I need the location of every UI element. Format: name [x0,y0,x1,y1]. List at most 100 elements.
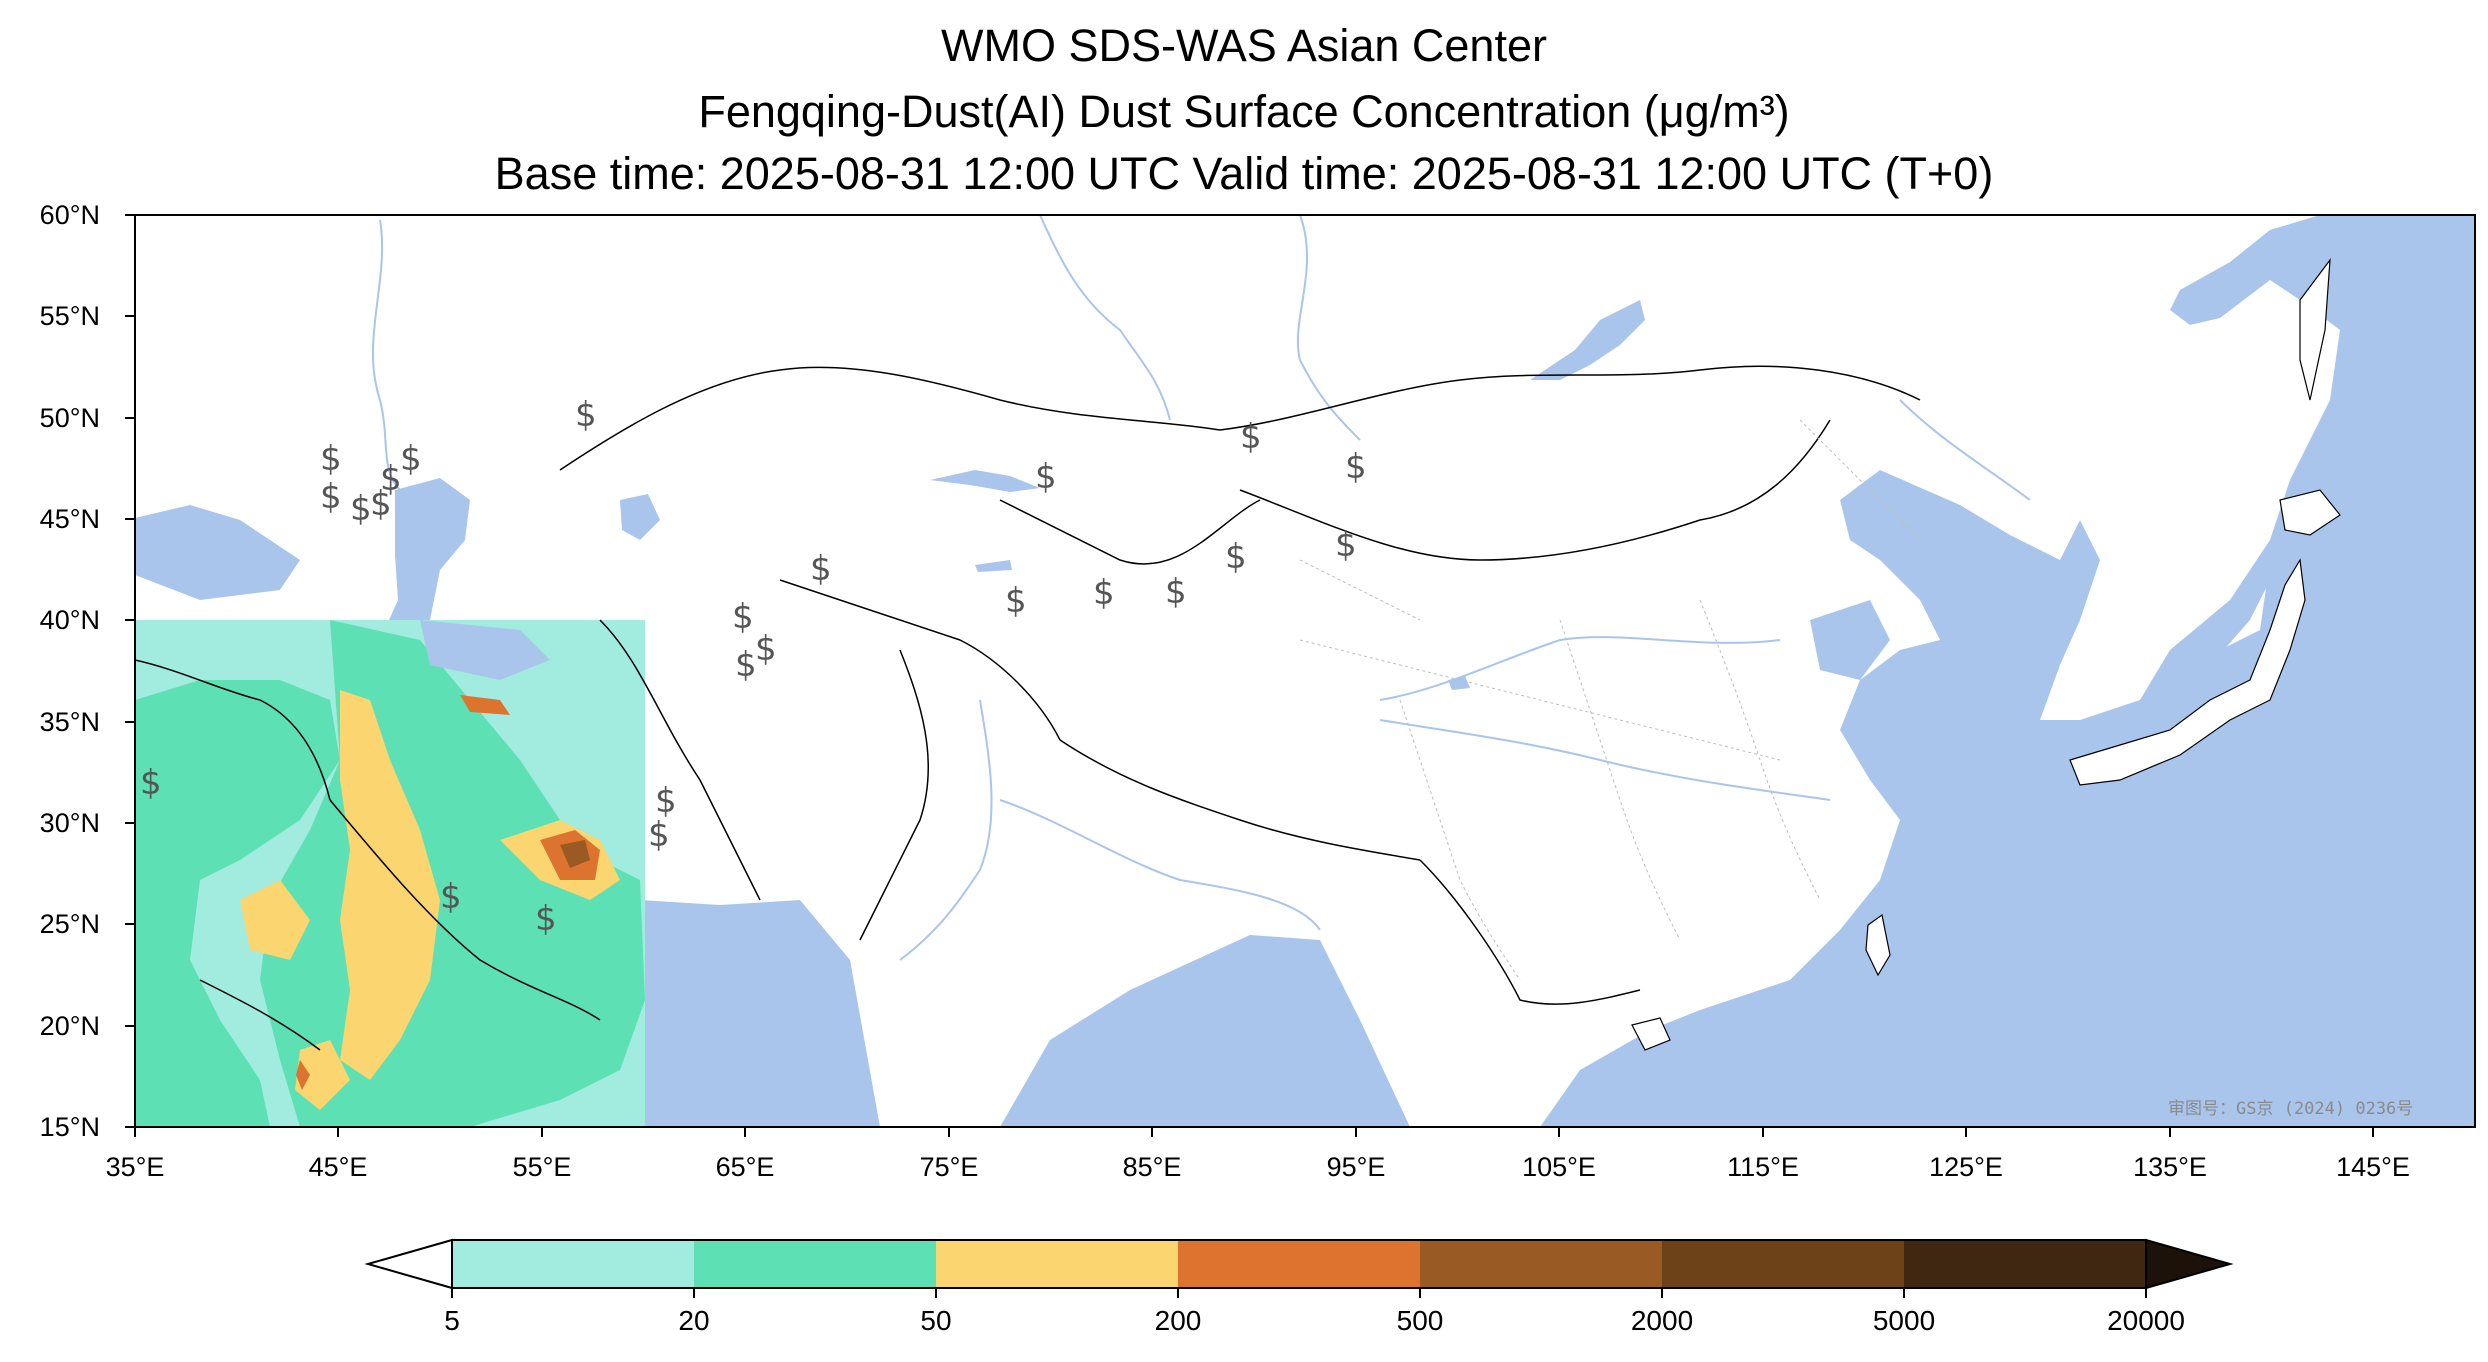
aral-sea [620,494,660,540]
lon-label: 85°E [1122,1152,1182,1182]
province-line-1 [1299,639,1781,761]
bay-of-bengal [1000,935,1410,1127]
obs-marker: $ [1005,581,1027,621]
lat-label: 45°N [39,504,100,534]
border-himalaya [1059,739,1421,861]
border-yemen [199,979,321,1051]
lat-label: 40°N [39,605,100,635]
lon-label: 35°E [105,1152,165,1182]
obs-marker: $ [350,489,372,529]
colorbar-label: 5 [444,1305,460,1336]
border-kazakhstan-russia [559,366,1221,471]
obs-marker: $ [370,484,392,524]
lon-label: 45°E [308,1152,368,1182]
river-yangtze [1379,719,1831,801]
border-russia-mongolia-china [1219,365,1921,431]
border-iran-afghanistan [599,619,761,901]
lat-label: 60°N [39,200,100,230]
black-sea [135,505,300,600]
colorbar-frame [451,1239,2147,1289]
japan-hokkaido [2279,489,2341,536]
border-saudi-arabia [329,799,601,1021]
river-ob [1039,215,1171,421]
lon-label: 55°E [512,1152,572,1182]
colorbar-segment-200-500 [1178,1240,1420,1288]
dust-level-50-nefud [240,880,310,960]
lake-baikal [1530,300,1645,380]
obs-marker: $ [1335,525,1357,565]
obs-marker: $ [1225,537,1247,577]
lat-label: 55°N [39,301,100,331]
lon-label: 95°E [1326,1152,1386,1182]
obs-marker: $ [320,477,342,517]
hainan [1631,1017,1671,1051]
dust-level-500-iran [560,840,590,868]
colorbar-segment-20-50 [694,1240,936,1288]
obs-marker: $ [755,629,777,669]
obs-marker: $ [1035,457,1057,497]
colorbar-over-triangle [2145,1238,2234,1290]
river-yenisei [1296,215,1361,441]
dust-field [135,620,645,1127]
obs-marker: $ [648,815,670,855]
obs-marker: $ [440,877,462,917]
border-southeast-asia [1419,859,1641,1005]
obs-marker: $ [1093,573,1115,613]
japan-honshu [2069,558,2306,786]
border-turkey-iraq [135,659,331,801]
border-china-kazakhstan [999,499,1261,565]
colorbar-label: 50 [920,1305,952,1336]
province-line-3 [1559,619,1681,941]
colorbar-segment-5-20 [452,1240,694,1288]
lat-label: 15°N [39,1112,100,1142]
province-line-4 [1699,599,1821,901]
axis-ticks [125,214,2374,1137]
obs-marker: $ [535,899,557,939]
lake-issyk-kul [975,560,1012,572]
lon-label: 75°E [919,1152,979,1182]
obs-marker: $ [655,781,677,821]
colorbar-segment-2000-5000 [1662,1240,1904,1288]
title-line-3: Base time: 2025-08-31 12:00 UTC Valid ti… [494,148,1994,199]
obs-marker: $ [1345,447,1367,487]
province-line-6 [1299,559,1421,621]
map-approval-number: 审图号：GS京 (2024) 0236号 [2168,1099,2414,1119]
obs-marker: $ [735,645,757,685]
map-layers: $ $ $ $ $ $ $ $ $ $ $ $ $ $ $ $ $ $ $ $ … [135,215,2475,1127]
obs-marker: $ [1240,417,1262,457]
colorbar-label: 500 [1396,1305,1444,1336]
title-line-2: Fengqing-Dust(AI) Dust Surface Concentra… [698,86,1790,137]
sakhalin [2299,258,2331,401]
border-mongolia-china [1239,419,1831,561]
border-pakistan-india [859,649,930,941]
colorbar-label: 20 [678,1305,710,1336]
lon-label: 145°E [2336,1152,2410,1182]
dust-level-50-south [295,1040,350,1110]
river-ganges [999,799,1321,931]
title-line-1: WMO SDS-WAS Asian Center [941,20,1547,71]
province-borders [1299,419,1921,981]
obs-marker: $ [810,549,832,589]
colorbar-label: 2000 [1630,1305,1694,1336]
obs-marker: $ [575,395,597,435]
lat-label: 35°N [39,707,100,737]
lat-label: 50°N [39,403,100,433]
lon-label: 65°E [715,1152,775,1182]
obs-marker: $ [320,439,342,479]
colorbar [364,1238,2234,1298]
border-central-asia [779,579,1061,741]
observation-markers: $ $ $ $ $ $ $ $ $ $ $ $ $ $ $ $ $ $ $ $ … [140,395,1367,939]
obs-marker: $ [380,459,402,499]
colorbar-label: 20000 [2107,1305,2185,1336]
lon-label: 125°E [1929,1152,2003,1182]
river-volga [372,219,401,491]
river-yellow [1379,636,1781,701]
lat-label: 25°N [39,909,100,939]
colorbar-under-triangle [364,1238,453,1290]
obs-marker: $ [400,439,422,479]
lon-label: 105°E [1522,1152,1596,1182]
lat-label: 30°N [39,808,100,838]
colorbar-segment-500-2000 [1420,1240,1662,1288]
pacific-ocean [1540,215,2475,1127]
